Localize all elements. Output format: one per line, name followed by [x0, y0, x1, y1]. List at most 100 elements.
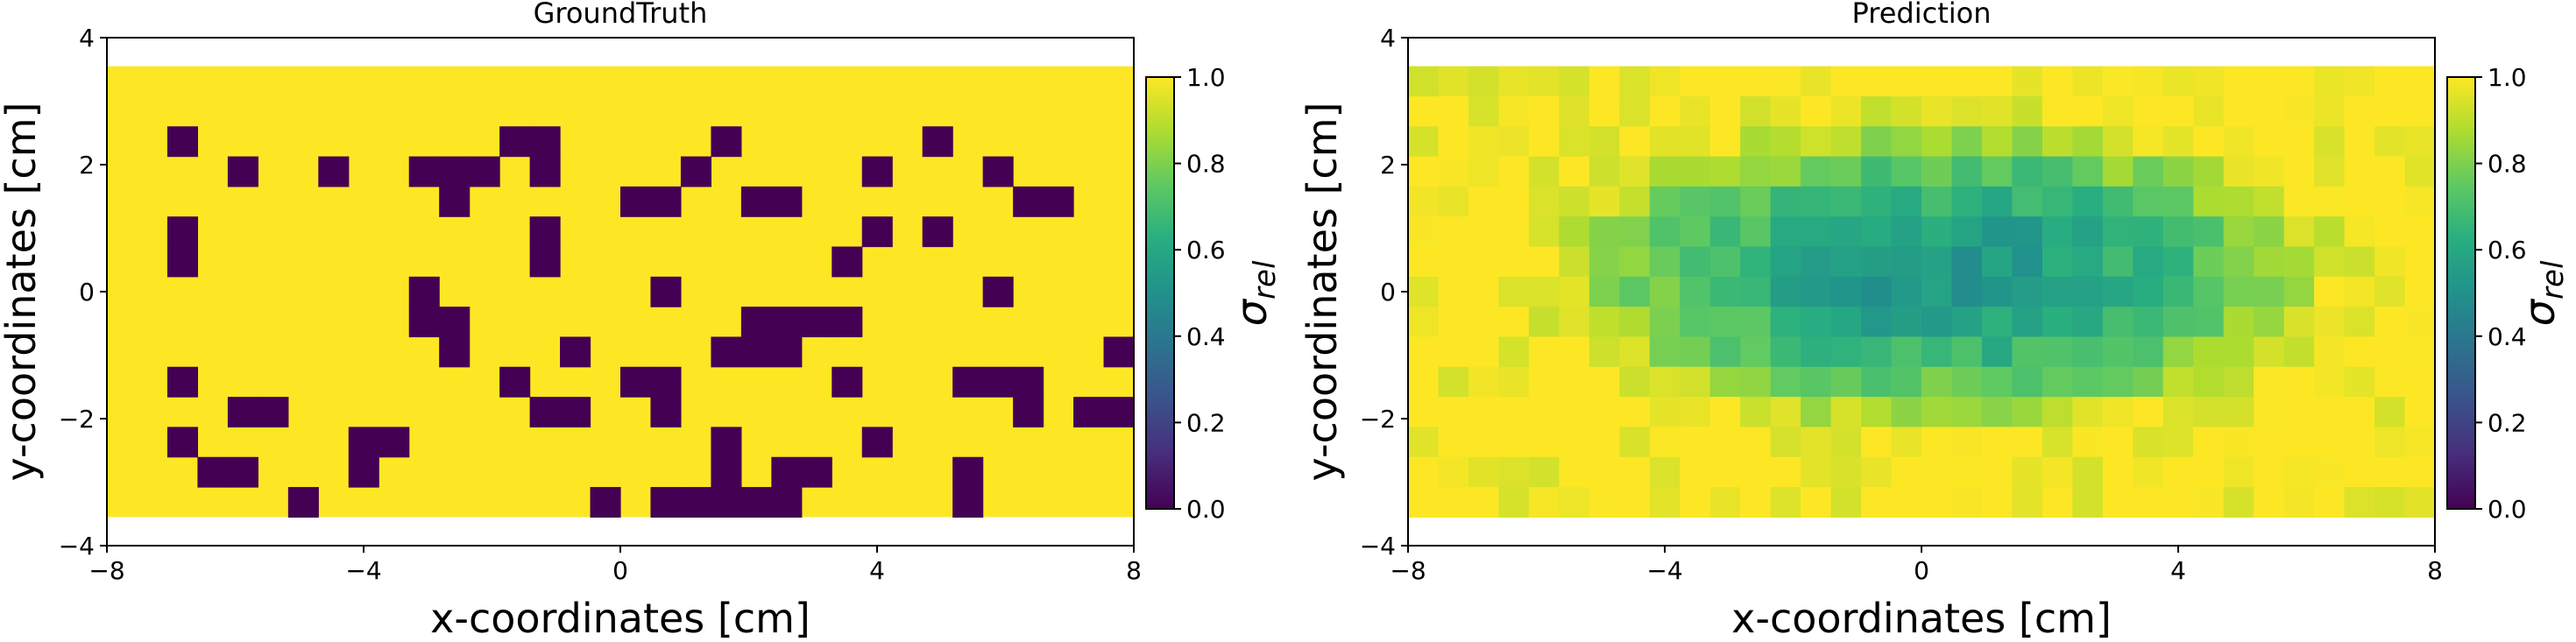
heatmap-cell [1861, 456, 1893, 488]
heatmap-cell [348, 456, 379, 488]
heatmap-cell [2162, 186, 2194, 217]
heatmap-cell [650, 186, 682, 217]
heatmap-cell [2133, 246, 2164, 278]
heatmap-cell [1408, 276, 1440, 307]
heatmap-cell [2102, 456, 2134, 488]
heatmap-cell [1438, 276, 1469, 307]
heatmap-cell [1680, 156, 1711, 187]
heatmap-cell [771, 307, 803, 338]
heatmap-cell [2012, 246, 2043, 278]
heatmap-cell [1619, 276, 1651, 307]
heatmap-cell [1528, 336, 1560, 368]
heatmap-cell [1589, 186, 1620, 217]
heatmap-cell [2283, 456, 2315, 488]
heatmap-cell [2223, 307, 2254, 338]
heatmap-cell [2254, 126, 2285, 158]
heatmap-cell [2072, 307, 2104, 338]
heatmap-cell [1649, 397, 1681, 428]
x-tick-label: 0 [1914, 556, 1929, 585]
heatmap-cell [832, 246, 863, 278]
heatmap-cell [2283, 276, 2315, 307]
heatmap-cell [1649, 126, 1681, 158]
heatmap-cell [2314, 307, 2346, 338]
heatmap-cell [1770, 487, 1801, 518]
heatmap-cell [2193, 487, 2225, 518]
heatmap-cell [1559, 246, 1590, 278]
y-tick-label: 4 [1380, 24, 1396, 53]
heatmap-cell [922, 216, 953, 248]
heatmap-cell [2012, 126, 2043, 158]
heatmap-cell [2374, 427, 2406, 458]
heatmap-cell [1468, 336, 1500, 368]
colorbar-tick-label: 0.2 [2488, 408, 2527, 437]
heatmap-cell [590, 487, 621, 518]
heatmap-cell [1770, 336, 1801, 368]
y-tick-label: −2 [1360, 405, 1396, 434]
heatmap-cell [2314, 95, 2346, 127]
heatmap-cell [1619, 66, 1651, 97]
heatmap-cell [2344, 246, 2375, 278]
heatmap-cell [166, 366, 199, 398]
heatmap-cell [711, 487, 742, 518]
heatmap-cell [861, 216, 893, 248]
heatmap-cell [1891, 156, 1922, 187]
heatmap-cell [2162, 246, 2194, 278]
heatmap-cell [1830, 276, 1862, 307]
heatmap-cell [2223, 456, 2254, 488]
heatmap-cell [1830, 427, 1862, 458]
heatmap-cell [2374, 186, 2406, 217]
heatmap-cell [1709, 126, 1741, 158]
heatmap-cell [1589, 66, 1620, 97]
heatmap-cell [2344, 66, 2375, 97]
heatmap-cell [2223, 95, 2254, 127]
heatmap-cell [2223, 246, 2254, 278]
heatmap-cell [1103, 336, 1135, 368]
heatmap-cell [2314, 126, 2346, 158]
heatmap-cell [620, 366, 652, 398]
y-axis-label: y-coordinates [cm] [1299, 102, 1346, 482]
heatmap-cell [1951, 156, 1983, 187]
heatmap-cell [1559, 366, 1590, 398]
heatmap-cell [1680, 95, 1711, 127]
heatmap-cell [1589, 95, 1620, 127]
heatmap-cell [2223, 66, 2254, 97]
heatmap-cell [2374, 307, 2406, 338]
heatmap-cell [1528, 307, 1560, 338]
heatmap-cell [1709, 456, 1741, 488]
heatmap-cell [1861, 487, 1893, 518]
heatmap-cell [2042, 246, 2073, 278]
heatmap-cell [2193, 276, 2225, 307]
heatmap-cell [1468, 397, 1500, 428]
heatmap-cell [2162, 397, 2194, 428]
y-axis-ticks: −4 −2 0 2 4 [1360, 24, 1408, 561]
heatmap-cell [2102, 336, 2134, 368]
heatmap-cell [771, 456, 803, 488]
heatmap-cell [2254, 186, 2285, 217]
x-tick-label: 8 [1126, 556, 1142, 585]
heatmap-cell [2404, 126, 2436, 158]
heatmap-cell [1740, 307, 1772, 338]
heatmap-cell [1891, 307, 1922, 338]
heatmap-cell [1589, 366, 1620, 398]
heatmap-cell [2254, 216, 2285, 248]
heatmap-cell [318, 156, 350, 187]
heatmap-cell [2283, 336, 2315, 368]
heatmap-cell [1921, 487, 1953, 518]
y-tick-label: 2 [1380, 151, 1396, 180]
heatmap-cell [2012, 66, 2043, 97]
heatmap-cell [1921, 156, 1953, 187]
heatmap-cell [2133, 366, 2164, 398]
heatmap-cell [2012, 487, 2043, 518]
heatmap-cell [166, 246, 199, 278]
heatmap-cell [832, 366, 863, 398]
heatmap-cell [2133, 186, 2164, 217]
heatmap-cell [1498, 66, 1530, 97]
heatmap-cell [2283, 216, 2315, 248]
heatmap-cell [2012, 95, 2043, 127]
y-tick-label: −4 [1360, 532, 1396, 561]
x-tick-label: −4 [345, 556, 381, 585]
heatmap-cell [1013, 397, 1044, 428]
y-axis-ticks: −4 −2 0 2 4 [59, 24, 107, 561]
heatmap-cell [1619, 246, 1651, 278]
